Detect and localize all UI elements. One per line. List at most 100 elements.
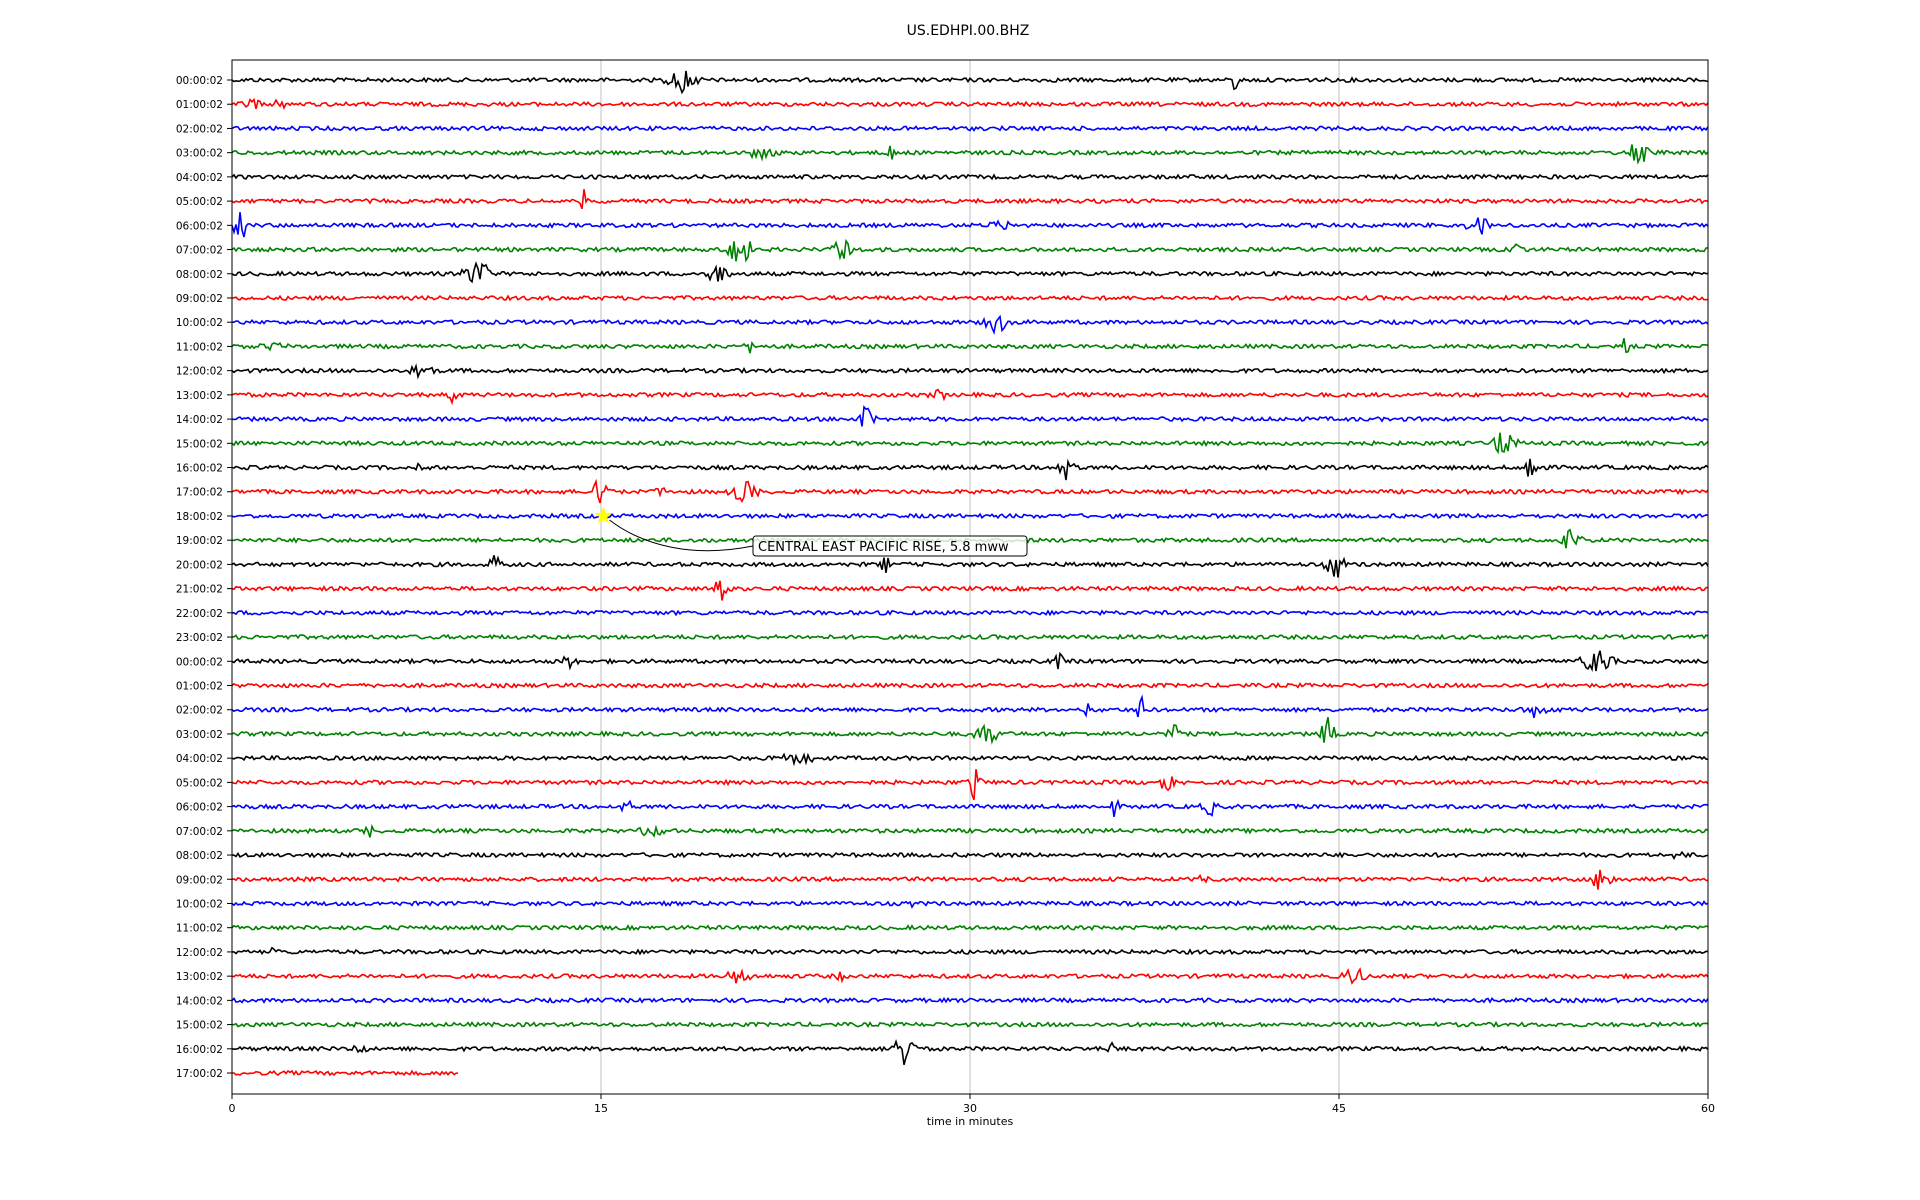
x-axis-ticks: 0 15 30 45 60: [229, 1094, 1715, 1115]
row-label: 12:00:02: [176, 366, 223, 378]
row-labels: 00:00:02 01:00:02 02:00:02 03:00:02 04:00:02…: [176, 75, 232, 1080]
trace-line: [231, 97, 1709, 110]
chart-title: US.EDHPI.00.BHZ: [907, 23, 1030, 39]
row-label: 03:00:02: [176, 729, 223, 741]
row-label: 15:00:02: [176, 1020, 223, 1032]
row-label: 20:00:02: [176, 559, 223, 571]
trace-line: [231, 478, 1709, 504]
row-label: 14:00:02: [176, 995, 223, 1007]
row-label: 03:00:02: [176, 148, 223, 160]
row-label: 01:00:02: [176, 99, 223, 111]
trace-line: [231, 363, 1709, 380]
row-label: 08:00:02: [176, 850, 223, 862]
row-label: 00:00:02: [176, 75, 223, 87]
row-label: 02:00:02: [176, 123, 223, 135]
trace-line: [231, 338, 1709, 354]
row-label: 16:00:02: [176, 463, 223, 475]
trace-line: [231, 681, 1709, 689]
trace-line: [231, 899, 1709, 909]
row-label: 19:00:02: [176, 535, 223, 547]
trace-line: [231, 555, 1709, 578]
trace-line: [231, 580, 1709, 601]
event-connector: [609, 519, 754, 552]
event-annotation: CENTRAL EAST PACIFIC RISE, 5.8 mww: [594, 506, 1028, 557]
plot-frame: [231, 59, 1709, 1095]
trace-line: [231, 1039, 1709, 1066]
trace-line: [231, 850, 1709, 861]
trace-line: [231, 967, 1709, 985]
trace-line: [231, 717, 1709, 745]
trace-line: [231, 650, 1709, 672]
row-label: 17:00:02: [176, 1068, 223, 1080]
seismic-traces: [231, 70, 1709, 1077]
trace-line: [231, 633, 1709, 641]
trace-line: [231, 144, 1709, 165]
row-label: 23:00:02: [176, 632, 223, 644]
row-label: 06:00:02: [176, 802, 223, 814]
event-star-icon: [594, 506, 613, 524]
trace-line: [231, 294, 1709, 302]
row-label: 14:00:02: [176, 414, 223, 426]
trace-line: [232, 314, 1709, 336]
trace-line: [231, 124, 1709, 133]
row-label: 04:00:02: [176, 753, 223, 765]
trace-line: [231, 238, 1709, 263]
x-tick-label: 30: [963, 1102, 977, 1115]
row-label: 16:00:02: [176, 1044, 223, 1056]
row-label: 11:00:02: [176, 341, 223, 353]
trace-line: [231, 694, 1709, 719]
x-tick-label: 45: [1332, 1102, 1346, 1115]
row-label: 08:00:02: [176, 269, 223, 281]
row-label: 04:00:02: [176, 172, 223, 184]
trace-line: [231, 769, 1709, 801]
trace-line: [231, 512, 1709, 520]
row-label: 09:00:02: [176, 293, 223, 305]
trace-line: [232, 946, 1709, 956]
trace-line: [231, 432, 1709, 455]
trace-line: [231, 996, 1709, 1004]
trace-line: [231, 388, 1709, 406]
trace-line: [231, 752, 1709, 767]
trace-line: [231, 1020, 1709, 1028]
trace-line: [231, 212, 1709, 238]
row-label: 00:00:02: [176, 656, 223, 668]
row-label: 22:00:02: [176, 608, 223, 620]
row-label: 01:00:02: [176, 681, 223, 693]
row-label: 09:00:02: [176, 874, 223, 886]
event-label: CENTRAL EAST PACIFIC RISE, 5.8 mww: [758, 540, 1009, 555]
row-label: 18:00:02: [176, 511, 223, 523]
trace-line: [231, 869, 1709, 890]
trace-line: [231, 173, 1709, 181]
row-label: 07:00:02: [176, 826, 223, 838]
x-tick-label: 15: [594, 1102, 608, 1115]
row-label: 07:00:02: [176, 245, 223, 257]
row-label: 05:00:02: [176, 777, 223, 789]
trace-line: [231, 458, 1709, 481]
row-label: 13:00:02: [176, 390, 223, 402]
trace-line: [231, 70, 1709, 95]
row-label: 02:00:02: [176, 705, 223, 717]
row-label: 17:00:02: [176, 487, 223, 499]
trace-line: [231, 405, 1709, 427]
row-label: 11:00:02: [176, 923, 223, 935]
row-label: 15:00:02: [176, 438, 223, 450]
trace-line: [232, 609, 1709, 617]
x-tick-label: 0: [229, 1102, 236, 1115]
row-label: 06:00:02: [176, 220, 223, 232]
row-label: 10:00:02: [176, 317, 223, 329]
x-tick-label: 60: [1701, 1102, 1715, 1115]
x-axis-label: time in minutes: [927, 1115, 1014, 1128]
trace-line: [231, 261, 1709, 284]
trace-line: [231, 189, 1709, 210]
trace-line: [231, 924, 1709, 932]
vertical-grid: [600, 60, 1340, 1094]
trace-line: [231, 823, 1709, 838]
row-label: 10:00:02: [176, 898, 223, 910]
trace-line: [232, 1069, 459, 1077]
row-label: 13:00:02: [176, 971, 223, 983]
trace-line: [231, 798, 1709, 818]
row-label: 21:00:02: [176, 584, 223, 596]
event-label-box: [752, 535, 1028, 557]
row-label: 05:00:02: [176, 196, 223, 208]
